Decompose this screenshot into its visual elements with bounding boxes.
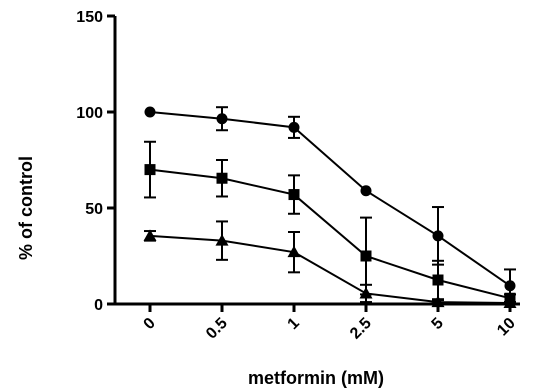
data-point-square [360, 250, 372, 262]
x-tick-label: 5 [429, 315, 447, 333]
data-point-square [288, 189, 300, 201]
y-tick-label: 100 [76, 105, 103, 122]
data-point-circle [504, 280, 516, 292]
x-axis-title: metformin (mM) [248, 368, 384, 388]
y-axis-title: % of control [16, 156, 36, 260]
x-tick-label: 0 [141, 315, 159, 333]
series-line [149, 111, 511, 287]
y-tick-label: 0 [94, 297, 103, 314]
data-point-triangle [431, 295, 445, 308]
data-point-triangle [287, 245, 301, 258]
data-point-circle [216, 113, 228, 125]
x-tick-label: 1 [285, 315, 303, 333]
series-line [149, 234, 511, 305]
series-triangle [143, 220, 517, 309]
data-point-triangle [143, 229, 157, 241]
x-tick-label: 10 [494, 315, 519, 340]
x-tick-label: 0.5 [203, 315, 231, 343]
series-line [149, 168, 511, 300]
y-tick-label: 50 [85, 201, 103, 218]
series-square [144, 140, 516, 304]
x-tick-label: 2.5 [347, 315, 375, 343]
y-tick-label: 150 [76, 9, 103, 26]
data-point-square [144, 164, 156, 176]
data-point-triangle [359, 286, 373, 299]
data-point-triangle [503, 296, 517, 309]
data-point-circle [144, 106, 156, 118]
data-point-circle [288, 121, 300, 133]
data-point-square [432, 274, 444, 286]
data-point-triangle [215, 234, 229, 246]
data-point-circle [360, 185, 372, 197]
data-point-circle [432, 230, 444, 242]
data-point-square [216, 172, 228, 184]
series-layer [143, 106, 517, 309]
